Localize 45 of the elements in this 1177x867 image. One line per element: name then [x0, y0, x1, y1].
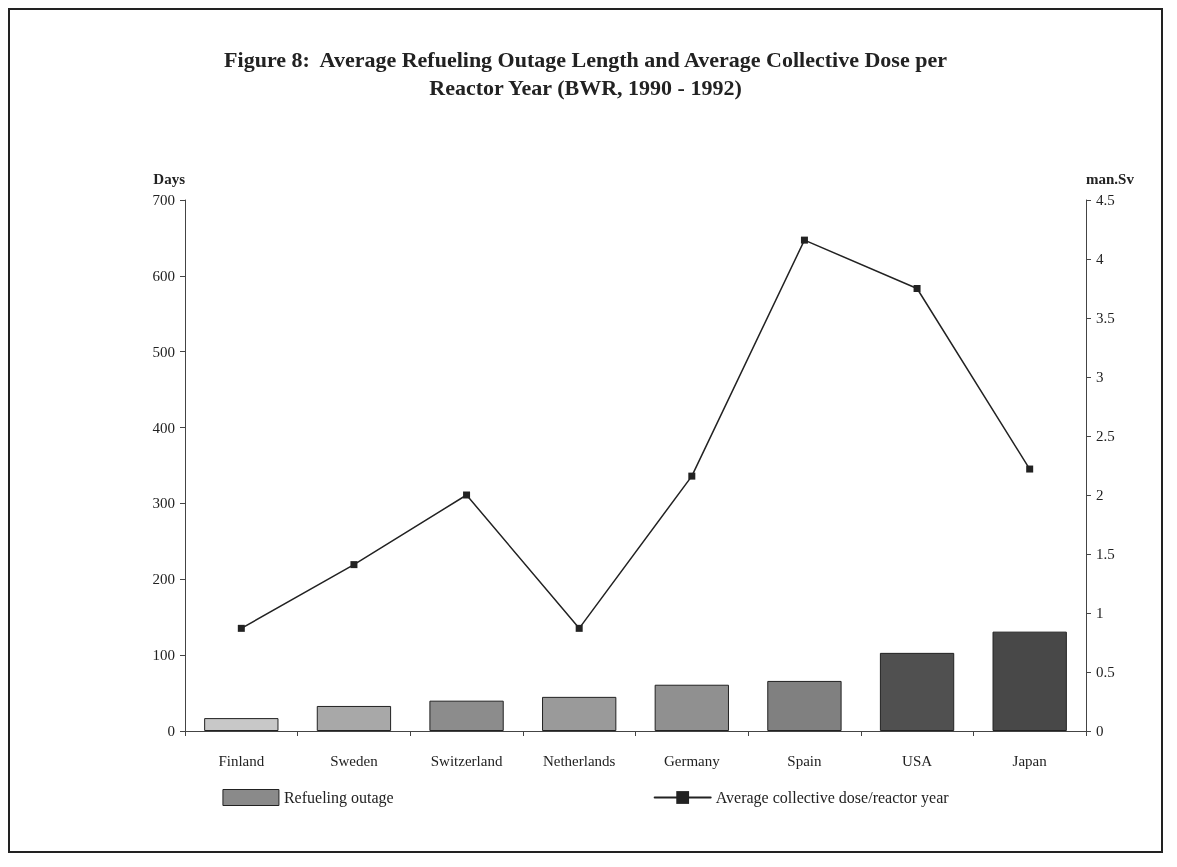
- point: [575, 624, 583, 632]
- y2-tick-label: 1.5: [1096, 546, 1115, 562]
- x-tick-label: Netherlands: [542, 752, 616, 769]
- x-tick-label: USA: [902, 752, 933, 769]
- y2-tick-label: 0.5: [1096, 664, 1115, 680]
- chart-title: Figure 8: Average Refueling Outage Length and Average Collective Dose per Reactor Year (BWR, 1990 - 1992): [224, 46, 948, 100]
- bar: [542, 696, 617, 731]
- y-tick-label: 600: [152, 267, 175, 284]
- y2-tick-label: 1: [1096, 605, 1104, 621]
- y-tick-label: 0: [167, 723, 175, 739]
- y-tick-label: 400: [152, 419, 175, 436]
- y2-tick-label: 0: [1096, 723, 1104, 739]
- legend-label: Average collective dose/reactor year: [715, 789, 950, 807]
- point: [237, 624, 245, 632]
- y2-tick-label: 2.5: [1096, 428, 1115, 444]
- point: [1026, 465, 1034, 473]
- y2-tick-label: 2: [1096, 487, 1104, 503]
- x-tick-label: Finland: [218, 752, 265, 769]
- y-tick-label: 300: [152, 495, 175, 512]
- y-tick-label: 100: [152, 647, 175, 664]
- point: [688, 472, 696, 480]
- y2-axis-title: man.Sv: [1086, 170, 1135, 187]
- bar: [204, 718, 279, 731]
- legend-label: Refueling outage: [283, 789, 394, 807]
- point: [800, 236, 808, 244]
- x-tick-label: Switzerland: [430, 752, 503, 769]
- bar: [767, 680, 842, 731]
- x-tick-label: Japan: [1012, 752, 1048, 769]
- bar: [654, 684, 729, 731]
- x-tick-label: Spain: [787, 752, 823, 769]
- y2-tick-label: 3: [1096, 369, 1104, 385]
- y-tick-label: 200: [152, 571, 175, 588]
- bar: [429, 700, 504, 731]
- y2-tick-label: 4: [1096, 251, 1104, 267]
- y2-tick-label: 3.5: [1096, 310, 1115, 326]
- y-tick-label: 500: [152, 343, 175, 360]
- bar: [316, 705, 392, 731]
- y2-tick-label: 4.5: [1096, 192, 1115, 208]
- point: [350, 561, 358, 569]
- point: [913, 285, 921, 292]
- point: [463, 491, 471, 499]
- x-tick-label: Germany: [663, 752, 721, 769]
- x-tick-label: Sweden: [330, 752, 379, 769]
- y-axis-title: Days: [153, 170, 186, 187]
- y-tick-label: 700: [152, 192, 175, 208]
